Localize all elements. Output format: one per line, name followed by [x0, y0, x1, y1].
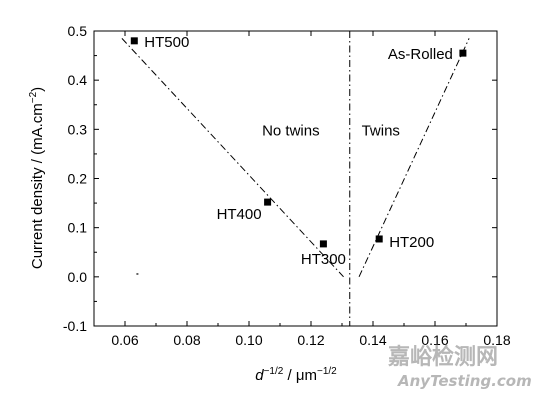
svg-text:AnyTesting.com: AnyTesting.com: [397, 372, 532, 390]
fit-line: [121, 38, 344, 278]
data-point: [319, 240, 327, 248]
x-tick-label: 0.08: [173, 332, 200, 348]
y-axis-title: Current density / (mA.cm−2): [28, 87, 46, 269]
y-tick-label: 0.2: [68, 171, 88, 187]
x-tick-label: 0.14: [359, 332, 386, 348]
y-axis-title-sup: −2: [28, 91, 39, 103]
watermark: 嘉峪检测网 AnyTesting.com: [388, 344, 532, 390]
data-point: [459, 49, 467, 57]
x-tick-label: 0.10: [235, 332, 262, 348]
y-tick-label: 0.1: [68, 220, 88, 236]
x-tick-label: 0.06: [111, 332, 138, 348]
x-tick-label: 0.18: [483, 332, 510, 348]
data-point: [264, 198, 272, 206]
plot-frame: [93, 30, 498, 327]
y-tick-label: 0.0: [68, 269, 88, 285]
point-label: As-Rolled: [388, 46, 453, 63]
x-axis-title: d−1/2 / μm−1/2: [255, 366, 337, 384]
svg-text:嘉峪检测网: 嘉峪检测网: [388, 344, 498, 370]
point-label: HT300: [301, 251, 346, 268]
y-tick-label: 0.4: [68, 72, 88, 88]
stray-mark: [136, 273, 139, 275]
x-tick-label: 0.16: [421, 332, 448, 348]
region-label: No twins: [262, 123, 320, 140]
x-axis-title-sup2: −1/2: [317, 366, 337, 377]
y-tick-label: 0.3: [68, 121, 88, 137]
x-tick-label: 0.12: [297, 332, 324, 348]
y-tick-label: 0.5: [68, 23, 88, 39]
point-label: HT400: [217, 206, 262, 223]
x-axis-title-sup1: −1/2: [264, 366, 284, 377]
y-tick-label: -0.1: [63, 318, 87, 334]
point-label: HT200: [389, 234, 434, 251]
data-point: [130, 37, 138, 45]
data-point: [375, 235, 383, 243]
region-label: Twins: [362, 123, 400, 140]
point-label: HT500: [144, 34, 189, 51]
